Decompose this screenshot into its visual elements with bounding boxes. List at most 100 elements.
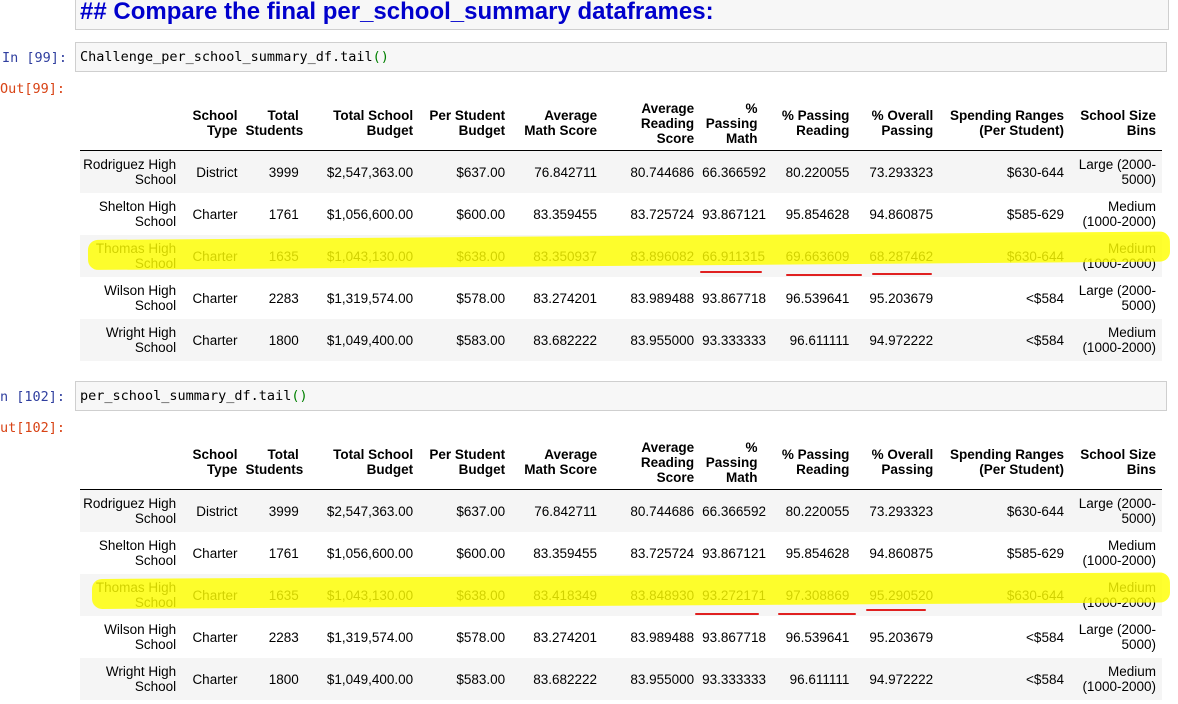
table-cell: 1635 bbox=[243, 235, 305, 277]
table-cell: Large (2000-5000) bbox=[1078, 622, 1156, 652]
table-cell: Charter bbox=[182, 319, 244, 361]
table-cell: 95.290520 bbox=[855, 574, 940, 616]
table-cell: Charter bbox=[192, 290, 238, 306]
column-header: % Passing Math bbox=[700, 96, 764, 151]
table-cell: 94.860875 bbox=[869, 545, 934, 561]
column-header: Total School Budget bbox=[304, 435, 420, 490]
table-cell: 83.350937 bbox=[511, 235, 604, 277]
table-cell: $2,547,363.00 bbox=[304, 150, 420, 193]
table-cell: 66.366592 bbox=[700, 150, 766, 193]
table-row: Wright High School Charter 1800 $1,049,400.… bbox=[80, 319, 1162, 361]
table-cell: Charter bbox=[182, 658, 244, 700]
table-row: Thomas High School Charter 1635 $1,043,130.… bbox=[80, 235, 1162, 277]
table-cell: 83.848930 bbox=[603, 574, 701, 616]
table-cell: $2,547,363.00 bbox=[304, 489, 420, 532]
row-index-label: Shelton High School bbox=[98, 199, 177, 229]
markdown-heading: ## Compare the final per_school_summary … bbox=[80, 0, 714, 25]
table-cell: $578.00 bbox=[456, 290, 506, 306]
table-row: Rodriguez High School District 3999 $2,547,… bbox=[80, 150, 1162, 193]
table-cell: 69.663609 bbox=[763, 235, 856, 277]
table-cell: $630-644 bbox=[939, 489, 1070, 532]
index-header bbox=[80, 435, 183, 490]
table-cell: 95.203679 bbox=[869, 629, 934, 645]
table-cell: $600.00 bbox=[456, 206, 506, 222]
column-header: Average Reading Score bbox=[603, 435, 701, 490]
table-cell: $578.00 bbox=[456, 629, 506, 645]
code-cell-99[interactable]: Challenge_per_school_summary_df.tail() bbox=[75, 42, 1167, 72]
table-cell: Large (2000-5000) bbox=[1069, 489, 1162, 532]
table-cell: 83.418349 bbox=[511, 574, 604, 616]
column-header: Total Students bbox=[243, 435, 305, 490]
table-cell: District bbox=[182, 489, 244, 532]
table-cell: $630-644 bbox=[939, 574, 1070, 616]
row-index-label: Shelton High School bbox=[98, 538, 177, 568]
code-parens: () bbox=[291, 388, 308, 404]
table-cell: <$584 bbox=[1026, 290, 1064, 306]
table-cell: 94.972222 bbox=[855, 319, 940, 361]
table-cell: Charter bbox=[182, 574, 244, 616]
table-cell: Large (2000-5000) bbox=[1069, 150, 1162, 193]
row-index-label: Thomas High School bbox=[80, 235, 183, 277]
table-cell: 83.896082 bbox=[603, 235, 701, 277]
table-cell: 1635 bbox=[243, 574, 305, 616]
table-cell: $600.00 bbox=[456, 545, 506, 561]
table-cell: 94.972222 bbox=[855, 658, 940, 700]
table-cell: $638.00 bbox=[419, 574, 512, 616]
column-header: Per Student Budget bbox=[419, 96, 512, 151]
input-prompt-99: In [99]: bbox=[2, 50, 68, 66]
dataframe-table: School Type Total Students Total School Bu… bbox=[80, 435, 1162, 700]
column-header: Spending Ranges (Per Student) bbox=[939, 435, 1070, 490]
table-cell: 93.333333 bbox=[700, 319, 766, 361]
table-row: Wilson High School Charter 2283 $1,319,574.… bbox=[80, 277, 1162, 319]
table-cell: $585-629 bbox=[1006, 206, 1064, 222]
column-header: Total Students bbox=[243, 96, 305, 151]
table-cell: Charter bbox=[182, 235, 244, 277]
column-header: School Type bbox=[182, 435, 244, 490]
code-text-99: Challenge_per_school_summary_df.tail() bbox=[80, 49, 389, 65]
table-cell: Medium (1000-2000) bbox=[1069, 319, 1162, 361]
table-cell: <$584 bbox=[1026, 629, 1064, 645]
column-header: Spending Ranges (Per Student) bbox=[939, 96, 1070, 151]
table-cell: 3999 bbox=[243, 489, 305, 532]
code-call: per_school_summary_df.tail bbox=[80, 388, 292, 404]
table-cell: 83.989488 bbox=[630, 629, 695, 645]
table-cell: 95.854628 bbox=[785, 206, 850, 222]
row-index-label: Rodriguez High School bbox=[80, 489, 183, 532]
table-cell: $630-644 bbox=[939, 235, 1070, 277]
table-cell: 83.955000 bbox=[603, 658, 701, 700]
column-header: % Overall Passing bbox=[855, 435, 940, 490]
table-cell: Charter bbox=[192, 206, 238, 222]
table-cell: Charter bbox=[192, 545, 238, 561]
table-cell: 96.611111 bbox=[763, 658, 856, 700]
table-row: Wilson High School Charter 2283 $1,319,574.… bbox=[80, 616, 1162, 658]
table-cell: 1800 bbox=[243, 658, 305, 700]
table-cell: 83.682222 bbox=[511, 658, 604, 700]
table-cell: $1,043,130.00 bbox=[304, 235, 420, 277]
table-cell: 83.725724 bbox=[630, 206, 695, 222]
table-cell: 80.220055 bbox=[763, 150, 856, 193]
table-cell: 83.989488 bbox=[630, 290, 695, 306]
column-header: % Passing Reading bbox=[763, 96, 856, 151]
table-cell: 76.842711 bbox=[511, 150, 604, 193]
table-row: Rodriguez High School District 3999 $2,547,… bbox=[80, 489, 1162, 532]
table-cell: 97.308869 bbox=[763, 574, 856, 616]
table-cell: District bbox=[182, 150, 244, 193]
table-cell: 1761 bbox=[268, 206, 299, 222]
row-index-label: Rodriguez High School bbox=[80, 150, 183, 193]
row-index-label: Wilson High School bbox=[104, 622, 177, 652]
table-cell: 94.860875 bbox=[869, 206, 934, 222]
table-cell: 76.842711 bbox=[511, 489, 604, 532]
table-cell: $638.00 bbox=[419, 235, 512, 277]
table-cell: 2283 bbox=[268, 290, 299, 306]
table-cell: 73.293323 bbox=[855, 489, 940, 532]
table-row: Wright High School Charter 1800 $1,049,400.… bbox=[80, 658, 1162, 700]
table-cell: Medium (1000-2000) bbox=[1082, 199, 1156, 229]
code-cell-102[interactable]: per_school_summary_df.tail() bbox=[75, 381, 1167, 411]
table-cell: <$584 bbox=[939, 658, 1070, 700]
table-cell: Charter bbox=[192, 629, 238, 645]
table-cell: $1,049,400.00 bbox=[304, 319, 420, 361]
table-cell: $1,056,600.00 bbox=[326, 206, 414, 222]
table-cell: <$584 bbox=[939, 319, 1070, 361]
markdown-cell[interactable]: ## Compare the final per_school_summary … bbox=[75, 0, 1169, 30]
column-header: School Size Bins bbox=[1069, 96, 1162, 151]
